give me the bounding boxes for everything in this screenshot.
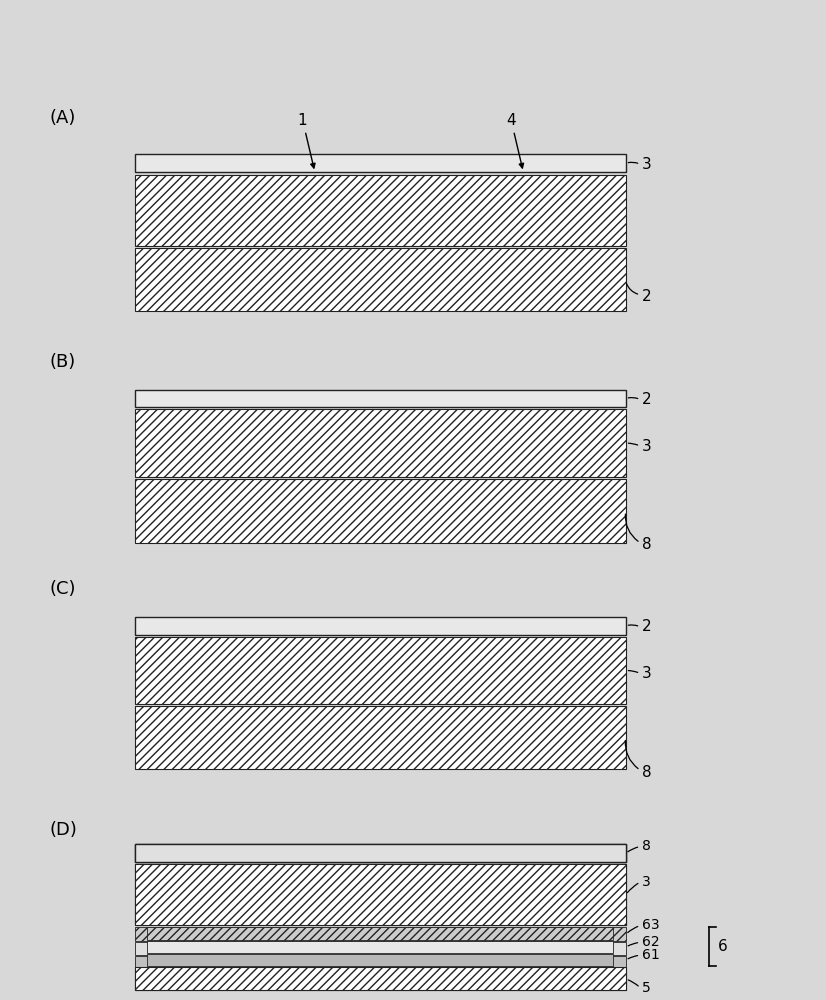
Text: 63: 63	[642, 918, 660, 932]
Text: 2: 2	[642, 619, 652, 634]
Bar	[135, 479, 625, 543]
Bar	[135, 390, 625, 407]
Text: (A): (A)	[49, 109, 75, 127]
Bar	[135, 864, 625, 925]
Text: 3: 3	[642, 439, 652, 454]
Bar	[135, 706, 625, 769]
Bar	[147, 927, 614, 940]
Text: 61: 61	[642, 948, 660, 962]
Bar	[135, 967, 625, 990]
Text: (C): (C)	[49, 580, 76, 598]
Bar	[135, 844, 625, 862]
Text: 5: 5	[642, 981, 651, 995]
Bar	[135, 409, 625, 477]
Text: 62: 62	[642, 935, 660, 949]
Bar	[135, 956, 625, 968]
Bar	[135, 942, 625, 955]
Text: 3: 3	[642, 875, 651, 889]
Text: 8: 8	[642, 839, 651, 853]
Text: 1: 1	[298, 113, 315, 168]
Text: 2: 2	[642, 392, 652, 407]
Text: 3: 3	[642, 157, 652, 172]
Text: 6: 6	[718, 939, 728, 954]
Text: 2: 2	[642, 289, 652, 304]
Text: 4: 4	[506, 113, 524, 168]
Bar	[135, 248, 625, 311]
Bar	[147, 954, 614, 966]
Bar	[135, 175, 625, 246]
Bar	[147, 941, 614, 953]
Text: (D): (D)	[49, 821, 77, 839]
Text: (B): (B)	[49, 353, 75, 371]
Text: 8: 8	[642, 765, 652, 780]
Bar	[135, 617, 625, 635]
Bar	[135, 637, 625, 704]
Text: 8: 8	[642, 537, 652, 552]
Bar	[135, 844, 625, 862]
Bar	[135, 864, 625, 925]
Bar	[135, 927, 625, 941]
Bar	[135, 970, 625, 990]
Text: 3: 3	[642, 666, 652, 681]
Bar	[135, 154, 625, 172]
